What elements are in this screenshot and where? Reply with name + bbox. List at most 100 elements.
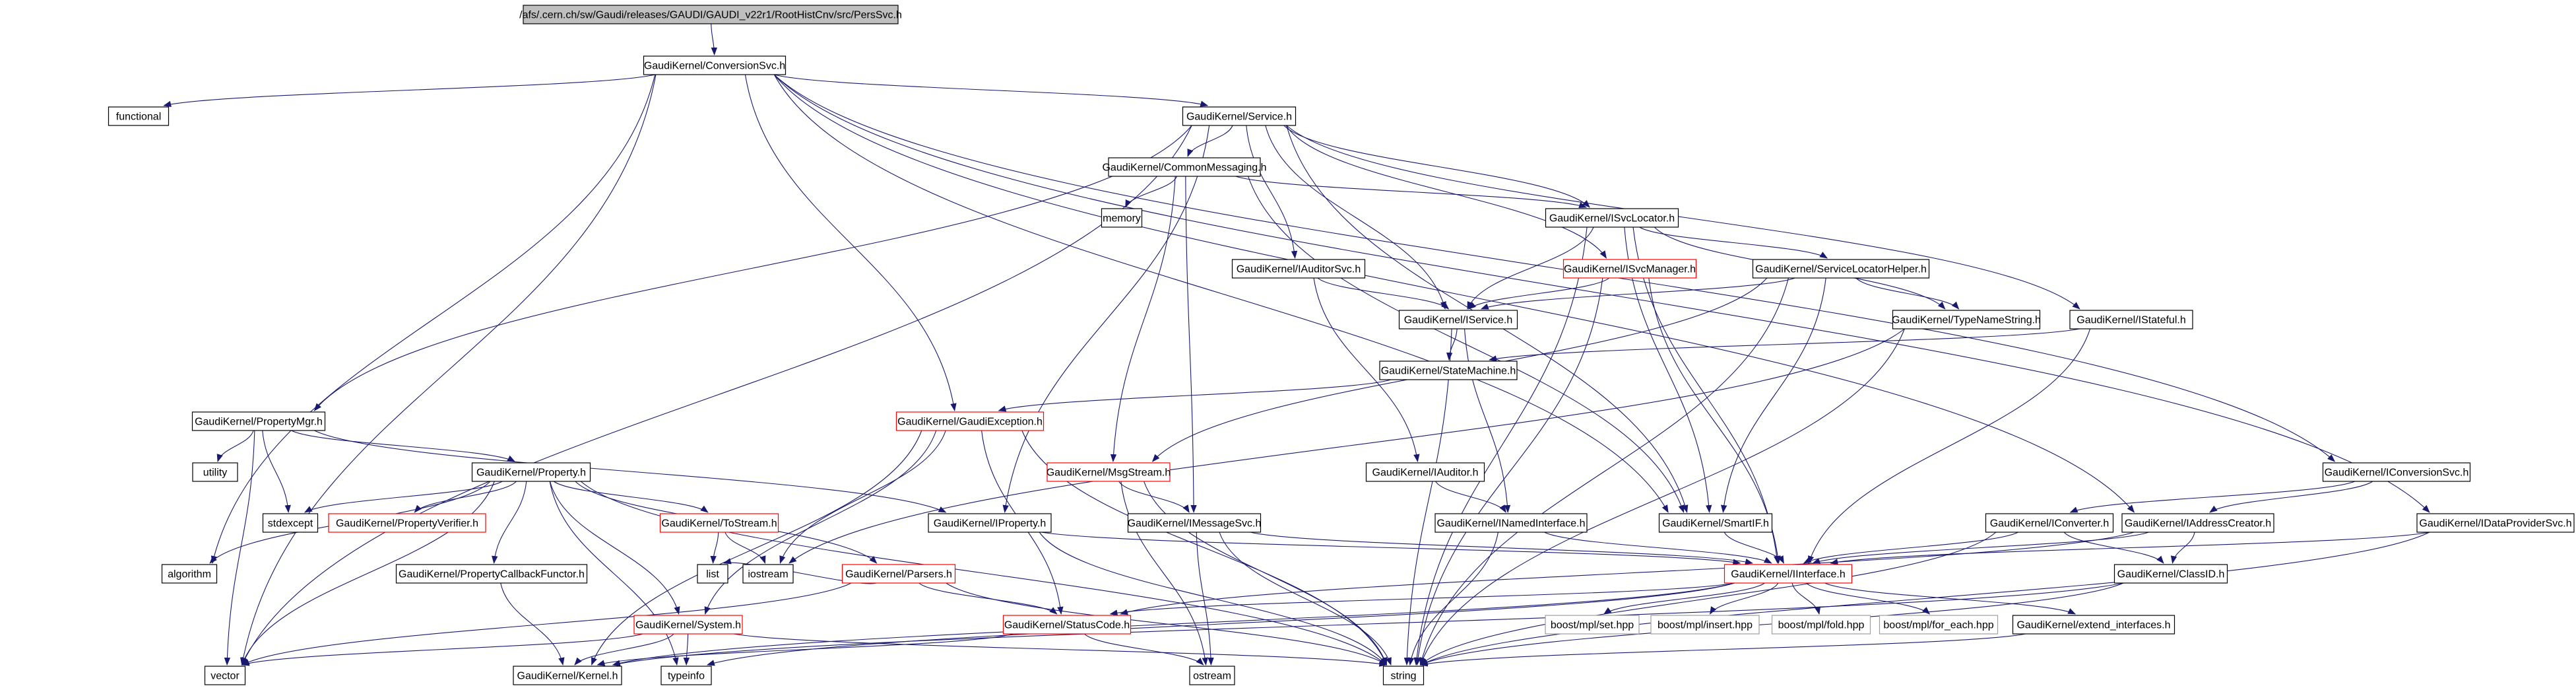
node-box-smartif	[1658, 513, 1773, 533]
edge-msgstream-to-imessagesvc	[1118, 481, 1190, 513]
node-typeinfo[interactable]: typeinfo	[660, 666, 712, 685]
node-iaddresscreator[interactable]: GaudiKernel/IAddressCreator.h	[2121, 513, 2274, 533]
node-box-propertymgr	[191, 411, 326, 431]
node-propertyverifier[interactable]: GaudiKernel/PropertyVerifier.h	[328, 513, 486, 533]
node-stdexcept[interactable]: stdexcept	[262, 513, 319, 533]
edge-service-to-propertymgr	[313, 125, 1192, 411]
node-classid[interactable]: GaudiKernel/ClassID.h	[2113, 564, 2228, 584]
node-iconverter[interactable]: GaudiKernel/IConverter.h	[1985, 513, 2114, 533]
node-service[interactable]: GaudiKernel/Service.h	[1182, 106, 1297, 126]
node-isvcmanager[interactable]: GaudiKernel/ISvcManager.h	[1562, 259, 1697, 279]
node-label-smartif: GaudiKernel/SmartIF.h	[1662, 518, 1769, 530]
node-box-inamedinterface	[1434, 513, 1588, 533]
edge-typenamestring-to-string	[1420, 328, 1905, 666]
edge-conversionsvc-to-vector	[240, 74, 657, 666]
node-label-msgstream: GaudiKernel/MsgStream.h	[1046, 467, 1171, 479]
node-mplforeach[interactable]: boost/mpl/for_each.hpp	[1879, 615, 1999, 635]
node-idataprovidersvc[interactable]: GaudiKernel/IDataProviderSvc.h	[2416, 513, 2575, 533]
node-label-servicelocatorhelper: GaudiKernel/ServiceLocatorHelper.h	[1755, 264, 1927, 275]
node-memory[interactable]: memory	[1101, 208, 1143, 228]
edge-iinterface-to-kernel	[612, 582, 1735, 666]
node-box-msgstream	[1046, 462, 1171, 482]
node-ostream[interactable]: ostream	[1189, 666, 1235, 685]
node-label-isvcmanager: GaudiKernel/ISvcManager.h	[1564, 264, 1696, 275]
node-box-kernel	[513, 666, 622, 685]
node-kernel[interactable]: GaudiKernel/Kernel.h	[513, 666, 622, 685]
node-iproperty[interactable]: GaudiKernel/IProperty.h	[928, 513, 1052, 533]
node-algorithm[interactable]: algorithm	[161, 564, 218, 584]
node-tostream[interactable]: GaudiKernel/ToStream.h	[659, 513, 779, 533]
node-label-typenamestring: GaudiKernel/TypeNameString.h	[1892, 315, 2041, 326]
node-label-iservice: GaudiKernel/IService.h	[1404, 315, 1513, 326]
edge-iinterface-to-mplfold	[1791, 582, 1821, 615]
edge-property-to-vector	[242, 481, 495, 666]
node-label-utility: utility	[203, 467, 227, 479]
edge-iinterface-to-extendinterfaces	[1824, 582, 2077, 615]
node-isvclocator[interactable]: GaudiKernel/ISvcLocator.h	[1545, 208, 1679, 228]
node-label-imessagesvc: GaudiKernel/IMessageSvc.h	[1128, 518, 1262, 530]
node-iservice[interactable]: GaudiKernel/IService.h	[1398, 310, 1518, 329]
node-label-iproperty: GaudiKernel/IProperty.h	[934, 518, 1046, 530]
node-mplset[interactable]: boost/mpl/set.hpp	[1545, 615, 1640, 635]
node-box-typenamestring	[1892, 310, 2041, 329]
node-box-tostream	[659, 513, 779, 533]
node-vector[interactable]: vector	[204, 666, 246, 685]
node-conversionsvc[interactable]: GaudiKernel/ConversionSvc.h	[643, 55, 787, 75]
node-label-gaudiexception: GaudiKernel/GaudiException.h	[897, 417, 1043, 428]
node-mplfold[interactable]: boost/mpl/fold.hpp	[1771, 615, 1871, 635]
node-box-extendinterfaces	[2012, 615, 2175, 635]
node-box-string	[1382, 666, 1425, 685]
node-box-iservice	[1398, 310, 1518, 329]
edge-parsers-to-statuscode	[918, 582, 1058, 615]
node-box-statuscode	[1002, 615, 1132, 635]
node-label-istateful: GaudiKernel/IStateful.h	[2077, 315, 2185, 326]
edge-servicelocatorhelper-to-smartif	[1721, 277, 1826, 513]
edge-isvclocator-to-servicelocatorhelper	[1639, 226, 1828, 259]
node-iconversionsvc[interactable]: GaudiKernel/IConversionSvc.h	[2322, 462, 2471, 482]
node-propertycallbackfunctor[interactable]: GaudiKernel/PropertyCallbackFunctor.h	[395, 564, 588, 584]
edge-root-to-conversionsvc	[711, 23, 718, 55]
node-imessagesvc[interactable]: GaudiKernel/IMessageSvc.h	[1127, 513, 1262, 533]
node-string[interactable]: string	[1382, 666, 1425, 685]
node-box-stdexcept	[262, 513, 319, 533]
node-functional[interactable]: functional	[108, 106, 170, 126]
edge-iinterface-to-statuscode	[1109, 582, 1735, 616]
edge-statemachine-to-gaudiexception	[998, 379, 1392, 412]
node-box-algorithm	[161, 564, 218, 584]
node-servicelocatorhelper[interactable]: GaudiKernel/ServiceLocatorHelper.h	[1752, 259, 1930, 279]
node-iauditorsvc[interactable]: GaudiKernel/IAuditorSvc.h	[1231, 259, 1366, 279]
edge-istateful-to-iinterface	[1808, 328, 2091, 564]
node-label-iconverter: GaudiKernel/IConverter.h	[1990, 518, 2109, 530]
node-box-propertycallbackfunctor	[395, 564, 588, 584]
edge-classid-to-kernel	[612, 582, 2124, 667]
node-property[interactable]: GaudiKernel/Property.h	[471, 462, 591, 482]
edge-isvclocator-to-string	[1413, 226, 1588, 666]
node-box-isvclocator	[1545, 208, 1679, 228]
node-label-parsers: GaudiKernel/Parsers.h	[845, 569, 952, 580]
node-inamedinterface[interactable]: GaudiKernel/INamedInterface.h	[1434, 513, 1588, 533]
node-msgstream[interactable]: GaudiKernel/MsgStream.h	[1046, 462, 1171, 482]
edge-tostream-to-iostream	[724, 532, 766, 564]
node-commonmessaging[interactable]: GaudiKernel/CommonMessaging.h	[1102, 157, 1267, 177]
node-iauditor[interactable]: GaudiKernel/IAuditor.h	[1365, 462, 1485, 482]
node-iostream[interactable]: iostream	[742, 564, 794, 584]
node-propertymgr[interactable]: GaudiKernel/PropertyMgr.h	[191, 411, 326, 431]
node-iinterface[interactable]: GaudiKernel/IInterface.h	[1723, 564, 1853, 584]
node-extendinterfaces[interactable]: GaudiKernel/extend_interfaces.h	[2012, 615, 2175, 635]
edge-iaddresscreator-to-iinterface	[1812, 532, 2149, 564]
node-smartif[interactable]: GaudiKernel/SmartIF.h	[1658, 513, 1773, 533]
node-statuscode[interactable]: GaudiKernel/StatusCode.h	[1002, 615, 1132, 635]
node-box-iinterface	[1723, 564, 1853, 584]
node-system[interactable]: GaudiKernel/System.h	[633, 615, 743, 635]
node-mplinsert[interactable]: boost/mpl/insert.hpp	[1650, 615, 1760, 635]
node-typenamestring[interactable]: GaudiKernel/TypeNameString.h	[1892, 310, 2041, 329]
node-list[interactable]: list	[697, 564, 728, 584]
node-statemachine[interactable]: GaudiKernel/StateMachine.h	[1379, 361, 1518, 380]
node-istateful[interactable]: GaudiKernel/IStateful.h	[2069, 310, 2193, 329]
node-utility[interactable]: utility	[192, 462, 238, 482]
node-box-imessagesvc	[1127, 513, 1262, 533]
edge-parsers-to-list	[723, 558, 877, 584]
node-gaudiexception[interactable]: GaudiKernel/GaudiException.h	[895, 411, 1045, 431]
node-parsers[interactable]: GaudiKernel/Parsers.h	[841, 564, 956, 584]
edge-property-to-propertycallbackfunctor	[492, 481, 527, 564]
